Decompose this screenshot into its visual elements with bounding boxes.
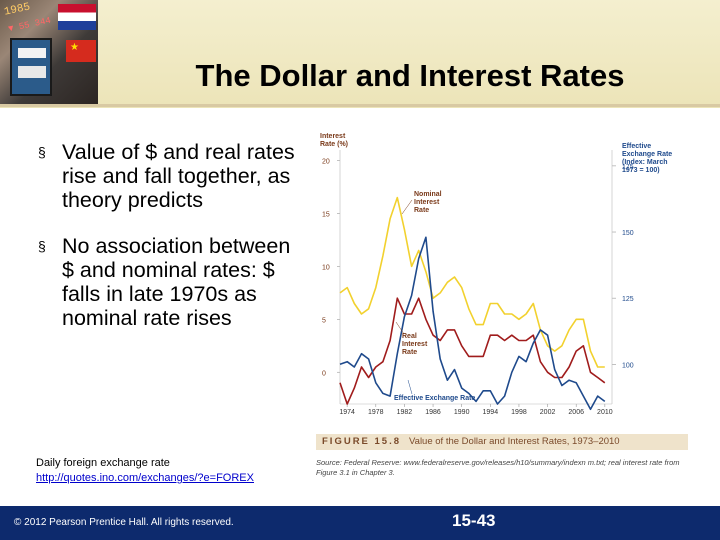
figure-caption: FIGURE 15.8 Value of the Dollar and Inter… (322, 436, 620, 447)
x-tick-label: 2006 (568, 409, 584, 416)
effective-exchange-rate-line (339, 236, 606, 411)
left-tick-label: 0 (322, 370, 326, 377)
forex-link[interactable]: http://quotes.ino.com/exchanges/?e=FOREX (36, 472, 254, 484)
bullet-text: No association between $ and nominal rat… (62, 234, 291, 330)
header-band: 1985 ▼ 55 344 ★ The Dollar and Interest … (0, 0, 720, 108)
figure-title: Value of the Dollar and Interest Rates, … (409, 436, 620, 447)
x-tick-label: 1974 (339, 409, 355, 416)
exchange-rate-pointer (407, 379, 413, 395)
x-tick-label: 1978 (368, 409, 384, 416)
page-number: 15-43 (452, 511, 496, 530)
copyright-text: © 2012 Pearson Prentice Hall. All rights… (14, 517, 234, 528)
left-axis-title: Interest Rate (%) (320, 133, 348, 148)
nominal-rate-pointer (401, 199, 413, 215)
x-tick-label: 2010 (597, 409, 613, 416)
x-tick-label: 1990 (454, 409, 470, 416)
real-interest-rate-line (339, 297, 606, 405)
footer-bar: © 2012 Pearson Prentice Hall. All rights… (0, 506, 720, 540)
x-tick-label: 1994 (483, 409, 499, 416)
figure-15-8: Interest Rate (%) Effective Exchange Rate (I… (312, 130, 688, 485)
figure-source: Source: Federal Reserve: www.federalrese… (316, 458, 680, 477)
left-tick-label: 10 (322, 264, 330, 271)
photo-ticker-text-2: ▼ 55 344 (7, 15, 52, 35)
bullet-item: § Value of $ and real rates rise and fal… (38, 140, 298, 212)
left-tick-label: 5 (322, 317, 326, 324)
forex-note: Daily foreign exchange rate http://quote… (36, 456, 254, 486)
nominal-rate-annotation: Nominal Interest Rate (414, 191, 442, 214)
right-tick-label: 125 (622, 296, 634, 303)
bullet-list: § Value of $ and real rates rise and fal… (38, 140, 298, 352)
note-text: Daily foreign exchange rate (36, 457, 170, 469)
header-divider (0, 104, 720, 107)
header-photo: 1985 ▼ 55 344 ★ (0, 0, 98, 104)
x-tick-label: 1986 (425, 409, 441, 416)
figure-caption-bar (316, 434, 688, 450)
right-axis-title: Effective Exchange Rate (Index: March 1973 … (622, 143, 672, 174)
figure-number: FIGURE 15.8 (322, 436, 402, 447)
right-tick-label: 100 (622, 362, 634, 369)
x-tick-label: 2002 (540, 409, 556, 416)
bullet-text: Value of $ and real rates rise and fall … (62, 140, 295, 212)
flag-image (58, 4, 96, 30)
right-tick-label: 175 (622, 164, 634, 171)
right-tick-label: 150 (622, 230, 634, 237)
left-tick-label: 20 (322, 159, 330, 166)
dollar-interest-chart: Interest Rate (%) Effective Exchange Rate (I… (320, 133, 672, 416)
flag-star-icon: ★ (70, 42, 79, 53)
photo-ticker-text: 1985 (3, 1, 32, 19)
left-tick-label: 15 (322, 212, 330, 219)
flag-image-2 (66, 40, 96, 62)
bullet-square-icon: § (38, 238, 46, 254)
nominal-interest-rate-line (339, 196, 605, 368)
real-rate-pointer (395, 321, 405, 335)
x-tick-label: 1998 (511, 409, 527, 416)
x-tick-label: 1982 (397, 409, 413, 416)
exchange-rate-annotation: Effective Exchange Rate (394, 395, 475, 402)
slide-title: The Dollar and Interest Rates (195, 58, 625, 93)
building-sign-image (10, 38, 52, 96)
real-rate-annotation: Real Interest Rate (402, 333, 428, 356)
bullet-item: § No association between $ and nominal r… (38, 234, 298, 330)
bullet-square-icon: § (38, 144, 46, 160)
